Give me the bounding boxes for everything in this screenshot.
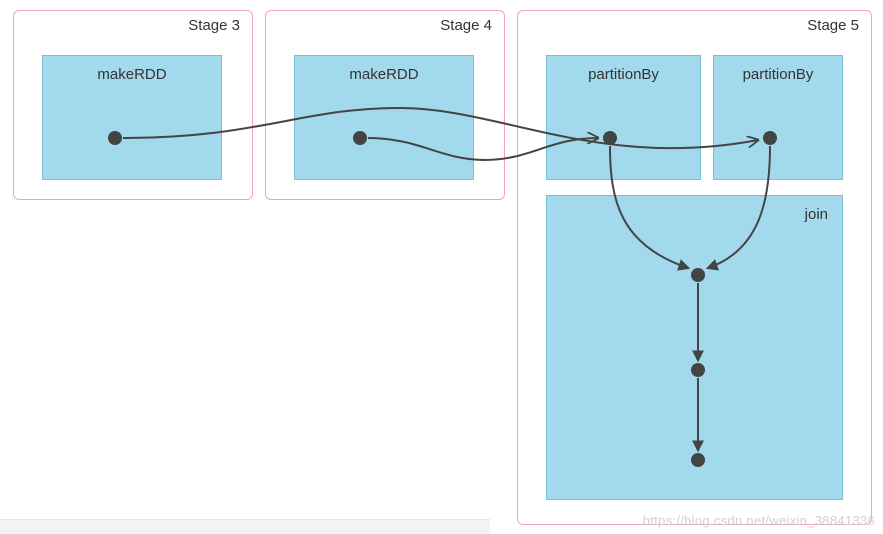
stage-5-label: Stage 5 xyxy=(807,17,859,34)
op-partitionby-2-label: partitionBy xyxy=(714,66,842,83)
stage-4-label: Stage 4 xyxy=(440,17,492,34)
op-partitionby-1-label: partitionBy xyxy=(547,66,700,83)
op-makerdd-stage4: makeRDD xyxy=(294,55,474,180)
op-join: join xyxy=(546,195,843,500)
op-makerdd-stage3-label: makeRDD xyxy=(43,66,221,83)
bottom-scrollbar-track xyxy=(0,519,490,534)
dag-canvas: Stage 3 Stage 4 Stage 5 makeRDD makeRDD … xyxy=(0,0,883,534)
op-partitionby-1: partitionBy xyxy=(546,55,701,180)
op-makerdd-stage4-label: makeRDD xyxy=(295,66,473,83)
op-join-label: join xyxy=(805,206,828,223)
op-partitionby-2: partitionBy xyxy=(713,55,843,180)
op-makerdd-stage3: makeRDD xyxy=(42,55,222,180)
watermark-text: https://blog.csdn.net/weixin_38841336 xyxy=(643,513,875,528)
stage-3-label: Stage 3 xyxy=(188,17,240,34)
